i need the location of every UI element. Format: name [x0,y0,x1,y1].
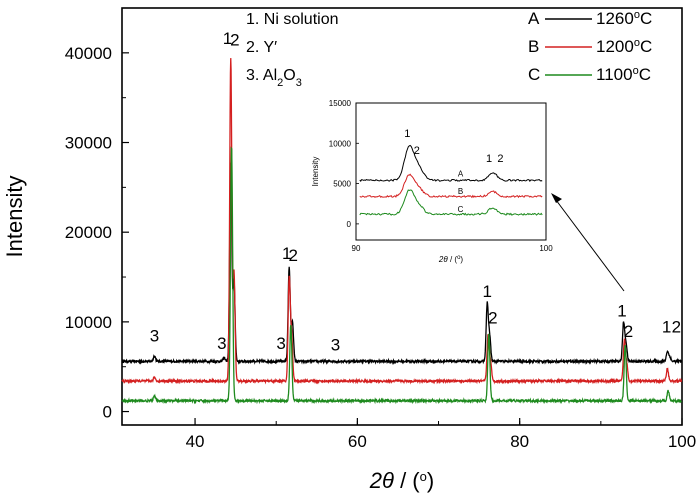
peak-label: 1 [282,244,291,263]
inset-peak-label: 2 [497,153,503,165]
inset-series-line [359,173,543,199]
peak-label: 1 [223,29,232,48]
inset-y-axis-title: Intensity [311,157,320,187]
y-axis-title: Intensity [2,176,27,258]
peak-label: 2 [289,246,298,265]
peak-label: 2 [230,31,239,50]
inset-peak-label: 1 [486,153,492,165]
peak-label: 3 [276,334,285,353]
peak-label: 3 [331,336,340,355]
main-plot: 40 60 80 100 0 10000 20000 30000 40000 Intensity 2… [2,7,696,493]
inset-x-tick-label: 90 [352,244,361,253]
peak-label: 3 [150,327,159,346]
peak-label: 2 [672,318,681,337]
annotation-al2o3: 3. Al2O3 [246,67,302,89]
inset-curve-label: C [458,205,464,214]
legend-label: 1260oC [596,9,652,28]
peak-label: 2 [488,309,497,328]
series-line-a [121,162,683,366]
inset-x-axis-title: 2θ / (o) [438,255,463,264]
peak-label: 1 [482,282,491,301]
inset-peak-label: 1 [404,128,410,140]
peak-label: 2 [624,322,633,341]
inset-frame [355,102,547,241]
inset-arrow-head [551,193,562,203]
inset-x-tick-label: 100 [539,244,553,253]
y-tick-label: 20000 [65,223,112,242]
legend-key: C [528,65,540,84]
legend-label: 1200oC [596,37,652,56]
peak-label: 3 [217,334,226,353]
inset-plot: 0 5000 10000 15000 90 100 Intensity 2θ / (o) ABC… [311,99,553,264]
inset-arrow-line [555,199,625,292]
y-tick-label: 10000 [65,313,112,332]
inset-y-tick-label: 15000 [329,99,352,108]
legend-key: A [528,9,540,28]
inset-curve-label: A [458,169,464,178]
x-tick-label: 60 [348,432,367,451]
annotation-ni-solution: 1. Ni solution [246,11,339,28]
y-tick-label: 40000 [65,44,112,63]
inset-series-line [359,144,543,183]
plot-frame [121,7,683,426]
x-tick-label: 100 [668,432,696,451]
inset-curve-label: B [458,187,463,196]
peak-label: 1 [617,301,626,320]
annotation-y-prime: 2. Y′ [246,39,277,56]
inset-peak-label: 2 [414,145,420,157]
x-tick-label: 80 [510,432,529,451]
legend-label: 1100oC [596,65,651,84]
inset-y-tick-label: 10000 [329,139,352,148]
x-tick-label: 40 [186,432,205,451]
y-tick-label: 0 [103,403,112,422]
x-axis-title: 2θ / (o) [369,468,434,493]
legend-key: B [528,37,539,56]
series-line-b [121,58,683,385]
inset-y-tick-label: 0 [347,220,352,229]
inset-series-line [359,189,543,216]
peak-label: 1 [662,318,671,337]
series-line-c [121,146,683,405]
inset-y-tick-label: 5000 [333,180,351,189]
y-tick-label: 30000 [65,134,112,153]
